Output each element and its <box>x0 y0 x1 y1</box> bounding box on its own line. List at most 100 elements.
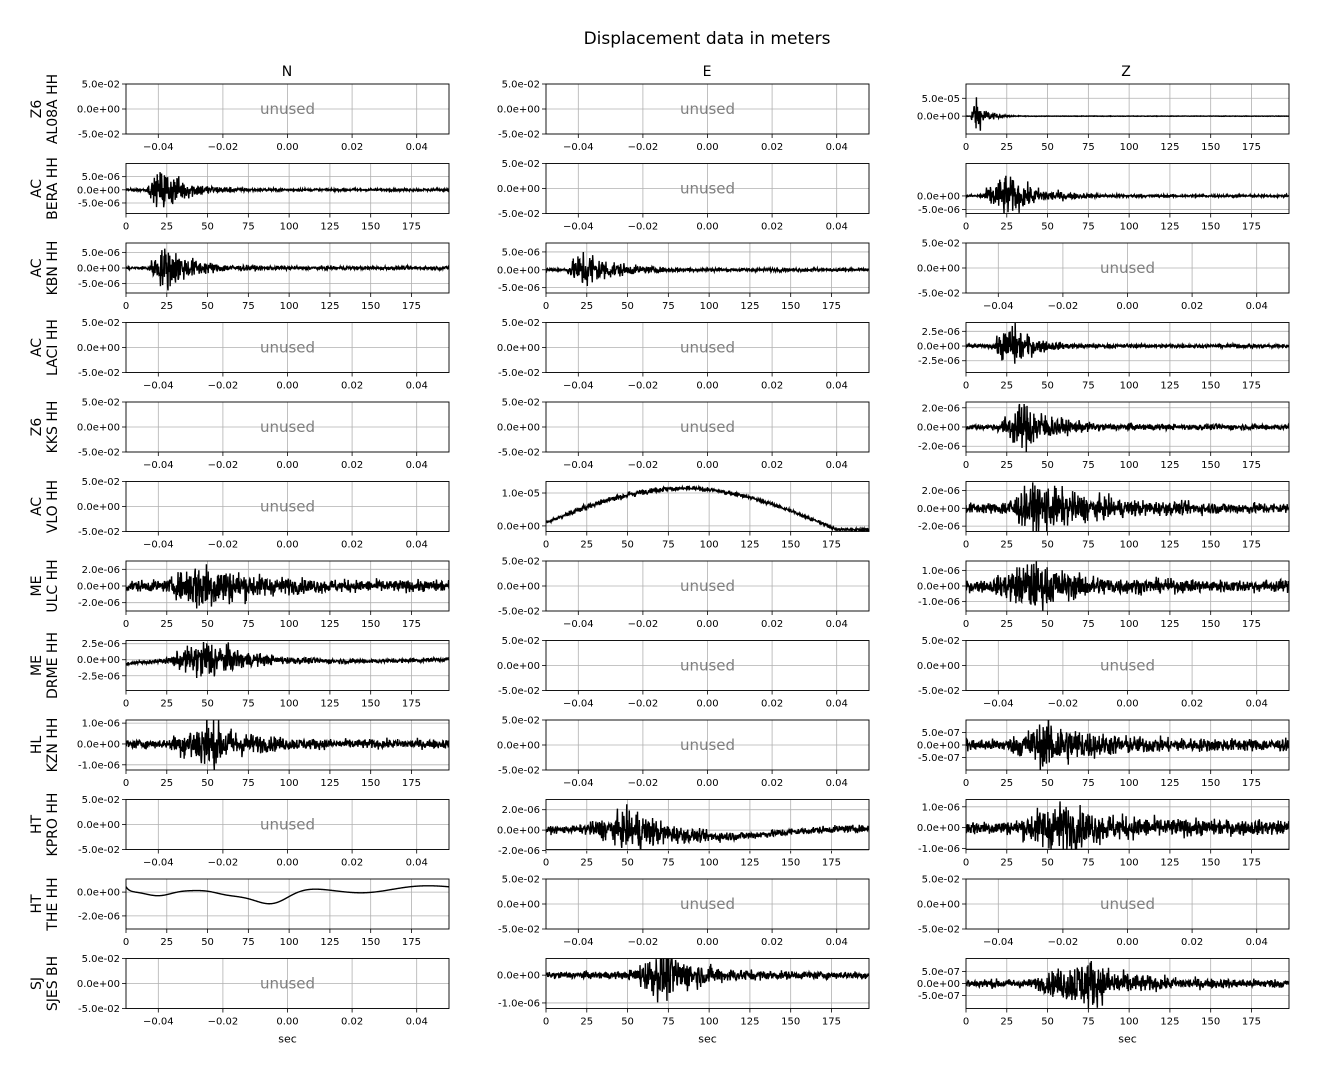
y-tick-label: 5.0e-02 <box>922 239 960 250</box>
x-tick-label: 25 <box>160 619 173 630</box>
x-tick-label: 25 <box>160 778 173 789</box>
x-tick-label: 125 <box>320 222 339 233</box>
x-tick-label: −0.02 <box>628 460 659 471</box>
x-tick-label: 100 <box>700 858 719 869</box>
subplot-2-2: −0.04 −0.02 0.00 0.02 0.04 5.0e-02 0.0e+00 -5.0… <box>917 239 1290 312</box>
x-tick-label: 175 <box>822 540 841 551</box>
x-tick-label: −0.04 <box>983 301 1014 312</box>
x-tick-label: 0.00 <box>1116 937 1138 948</box>
x-tick-label: 125 <box>1160 858 1179 869</box>
x-tick-label: 50 <box>1041 1017 1054 1028</box>
row-label: AC BERA HH <box>29 157 61 220</box>
x-tick-label: 25 <box>160 937 173 948</box>
row-label-network: AC <box>29 258 45 277</box>
y-tick-label: 0.0e+00 <box>917 264 960 275</box>
waveform-line <box>126 564 449 609</box>
subplot-frame <box>125 560 450 612</box>
x-tick-label: 0 <box>123 778 129 789</box>
row-label-network: ME <box>29 655 45 676</box>
y-tick-label: 5.0e-02 <box>502 875 540 886</box>
subplot-11-2: 0 25 50 75 100 125 150 175 5.0e-070.0e+00-5.0e-0… <box>917 958 1290 1046</box>
y-tick-label: -2.0e-06 <box>918 442 960 453</box>
subplot-6-2: 0 25 50 75 100 125 150 175 1.0e-06 0.0e+00 -1.0e-0… <box>917 560 1290 630</box>
x-tick-label: 150 <box>1201 460 1220 471</box>
y-tick-label: 5.0e-02 <box>82 80 120 91</box>
x-tick-label: 0.04 <box>1246 937 1268 948</box>
x-tick-label: 150 <box>361 222 380 233</box>
x-tick-label: 150 <box>781 540 800 551</box>
x-tick-label: 25 <box>580 858 593 869</box>
x-tick-label: 25 <box>580 301 593 312</box>
x-tick-label: 0 <box>543 1017 549 1028</box>
unused-label: unused <box>680 657 735 675</box>
x-tick-label: 75 <box>1082 460 1095 471</box>
x-tick-label: 25 <box>1000 460 1013 471</box>
x-tick-label: 150 <box>361 937 380 948</box>
y-tick-label: 0.0e+00 <box>497 521 540 532</box>
x-tick-label: −0.04 <box>143 1017 174 1028</box>
subplot-frame <box>965 401 1290 453</box>
x-tick-label: 150 <box>361 778 380 789</box>
x-tick-label: 0.00 <box>276 142 298 153</box>
subplot-frame <box>545 719 870 771</box>
y-tick-label: 0.0e+00 <box>917 504 960 515</box>
x-tick-label: 75 <box>1082 1017 1095 1028</box>
x-tick-label: 0.00 <box>276 381 298 392</box>
x-tick-label: 50 <box>1041 460 1054 471</box>
x-tick-label: 175 <box>1242 1017 1261 1028</box>
y-tick-label: -2.0e-06 <box>78 911 120 922</box>
x-tick-label: 75 <box>1082 222 1095 233</box>
x-tick-label: 0 <box>123 301 129 312</box>
x-tick-label: 50 <box>1041 222 1054 233</box>
x-tick-label: 0.04 <box>826 699 848 710</box>
x-tick-label: 125 <box>1160 778 1179 789</box>
x-tick-label: 0.00 <box>696 222 718 233</box>
subplot-frame <box>125 83 450 135</box>
y-tick-label: 5.0e-02 <box>922 636 960 647</box>
subplot-9-2: 0 25 50 75 100 125 150 175 1.0e-06 0.0e+00 -1.0e-0… <box>917 799 1290 869</box>
y-tick-label: 2.0e-06 <box>922 403 960 414</box>
x-tick-label: −0.04 <box>563 222 594 233</box>
y-tick-label: -5.0e-02 <box>918 686 960 697</box>
x-tick-label: 50 <box>1041 619 1054 630</box>
waveform-line <box>546 484 869 532</box>
row-label-network: ME <box>29 576 45 597</box>
x-tick-label: 0.00 <box>696 381 718 392</box>
x-tick-label: 25 <box>1000 222 1013 233</box>
column-title-z: Z <box>1121 64 1131 80</box>
x-tick-label: 0.02 <box>761 699 783 710</box>
x-tick-label: 75 <box>1082 858 1095 869</box>
x-axis-label: sec <box>698 1033 717 1046</box>
x-tick-label: 0 <box>963 142 969 153</box>
subplot-frame <box>965 878 1290 930</box>
x-tick-label: 50 <box>201 619 214 630</box>
x-tick-label: 0 <box>963 460 969 471</box>
x-tick-label: −0.04 <box>143 858 174 869</box>
y-tick-label: 5.0e-02 <box>922 875 960 886</box>
x-tick-label: 0.00 <box>276 540 298 551</box>
y-tick-label: 0.0e+00 <box>497 661 540 672</box>
x-tick-label: −0.04 <box>563 460 594 471</box>
x-tick-label: 0.02 <box>1181 699 1203 710</box>
subplot-0-0: −0.04 −0.02 0.00 0.02 0.04 5.0e-02 0.0e+00 -5.0… <box>77 80 450 153</box>
unused-label: unused <box>680 577 735 595</box>
subplot-3-2: 0 25 50 75 100 125 150 175 2.5e-06 0.0e+00 -2.5e-0… <box>917 322 1290 392</box>
subplot-frame <box>125 163 450 214</box>
subplot-frame <box>125 401 450 453</box>
x-tick-label: 0 <box>963 381 969 392</box>
y-tick-label: 0.0e+00 <box>497 582 540 593</box>
x-tick-label: 100 <box>280 699 299 710</box>
subplot-frame <box>125 322 450 373</box>
x-tick-label: 25 <box>160 699 173 710</box>
x-tick-label: 0.00 <box>696 778 718 789</box>
x-tick-label: 175 <box>1242 858 1261 869</box>
x-tick-label: 25 <box>1000 142 1013 153</box>
x-tick-label: 25 <box>580 540 593 551</box>
x-tick-label: 75 <box>1082 142 1095 153</box>
y-tick-label: -5.0e-02 <box>918 289 960 300</box>
x-tick-label: 125 <box>320 301 339 312</box>
x-tick-label: 50 <box>1041 142 1054 153</box>
subplot-frame <box>965 481 1290 532</box>
subplot-7-1: −0.04 −0.02 0.00 0.02 0.04 5.0e-02 0.0e+00 -5.0… <box>497 636 870 710</box>
subplot-frame <box>545 640 870 691</box>
